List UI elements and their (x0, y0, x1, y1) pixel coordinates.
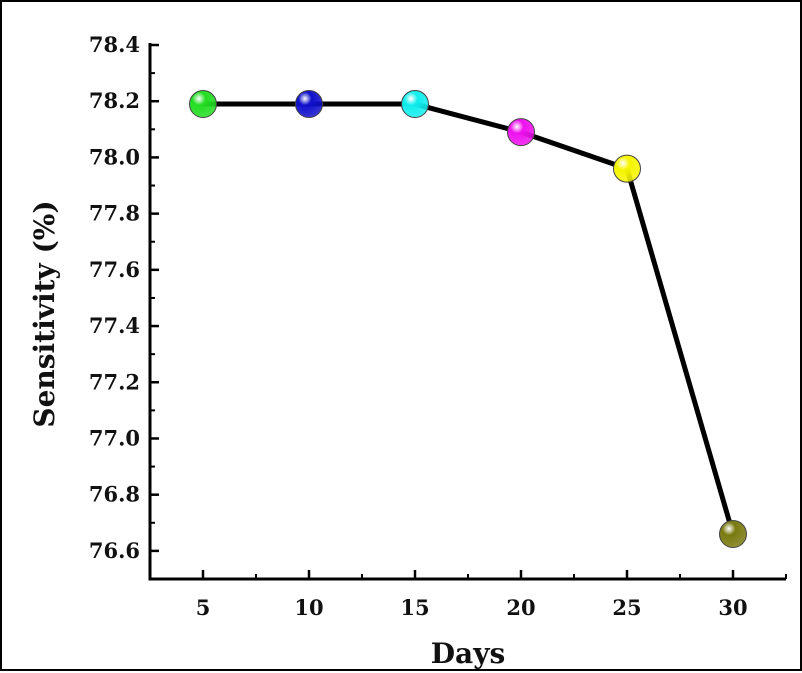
data-point-marker (189, 90, 217, 119)
data-point-marker (295, 90, 323, 119)
y-tick-label: 77.6 (89, 257, 140, 282)
y-tick-label: 76.6 (89, 538, 140, 563)
x-tick-label: 20 (506, 595, 535, 620)
series-line (200, 101, 736, 537)
y-tick-label: 76.8 (89, 482, 140, 507)
data-point-marker (719, 520, 747, 549)
x-tick-label: 10 (294, 595, 323, 620)
x-axis-title: Days (431, 637, 505, 670)
y-tick-label: 77.4 (89, 313, 140, 338)
x-tick-label: 30 (718, 595, 747, 620)
x-tick-label: 25 (612, 595, 641, 620)
y-tick-label: 77.0 (89, 425, 140, 450)
y-tick-label: 78.0 (89, 144, 140, 169)
y-tick-label: 78.2 (89, 88, 140, 113)
y-tick-label: 77.8 (89, 201, 140, 226)
x-tick-label: 15 (400, 595, 429, 620)
y-tick-label: 77.2 (89, 369, 140, 394)
x-tick-label: 5 (196, 595, 211, 620)
data-point-marker (401, 90, 429, 119)
y-axis-title: Sensitivity (%) (28, 200, 61, 427)
data-point-marker (613, 154, 641, 183)
data-point-marker (507, 118, 535, 147)
y-tick-label: 78.4 (89, 32, 140, 57)
